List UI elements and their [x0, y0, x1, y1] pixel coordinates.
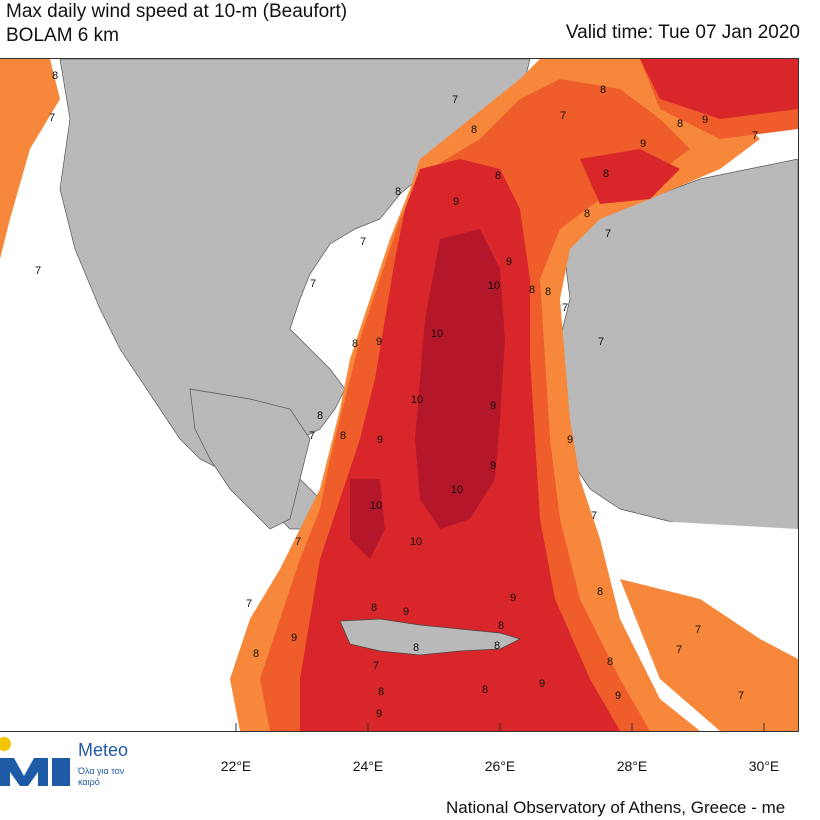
contour-label: 7	[310, 278, 316, 290]
contour-label: 7	[560, 110, 566, 122]
footer-credit: National Observatory of Athens, Greece -…	[446, 798, 786, 817]
contour-label: 8	[352, 338, 358, 350]
wind-zone-10	[415, 229, 505, 529]
contour-label: 7	[452, 94, 458, 106]
contour-label: 8	[607, 656, 613, 668]
contour-label: 9	[640, 138, 646, 150]
wind-zone-9-ne	[580, 149, 680, 204]
contour-label: 9	[453, 196, 459, 208]
contour-label: 7	[591, 510, 597, 522]
contour-label: 10	[411, 394, 423, 406]
contour-label: 9	[403, 606, 409, 618]
contour-label: 8	[413, 642, 419, 654]
contour-label: 10	[488, 280, 500, 292]
contour-label: 8	[600, 84, 606, 96]
title-line-2: BOLAM 6 km	[6, 25, 119, 46]
contour-label: 10	[431, 328, 443, 340]
contour-label: 8	[603, 168, 609, 180]
lon-label-26: 26°E	[484, 758, 516, 774]
contour-label: 7	[676, 644, 682, 656]
contour-label: 8	[529, 284, 535, 296]
wind-zone-10-sw	[350, 479, 385, 559]
wind-zone-9-top	[640, 59, 798, 119]
contour-label: 8	[371, 602, 377, 614]
valid-time: Valid time: Tue 07 Jan 2020	[565, 22, 800, 43]
contour-label: 9	[615, 690, 621, 702]
contour-label: 9	[376, 708, 382, 720]
anatolia-land	[554, 158, 798, 560]
contour-label: 9	[376, 336, 382, 348]
contour-label: 7	[246, 598, 252, 610]
contour-label: 7	[49, 112, 55, 124]
contour-label: 9	[510, 592, 516, 604]
contour-label: 8	[495, 170, 501, 182]
contour-label: 8	[253, 648, 259, 660]
lon-label-24: 24°E	[352, 758, 384, 774]
contour-label: 7	[373, 660, 379, 672]
lon-label-28: 28°E	[616, 758, 648, 774]
contour-label: 7	[35, 265, 41, 277]
wind-map: 8 7 7 7 8 8 9 7 8 7 9 8 8 8 9 7 8 7 9 10 8 8 7 7 7 10 9 8 10 9 8 8 9 7 9 9 1…	[0, 58, 799, 732]
contour-label: 10	[370, 500, 382, 512]
contour-label: 8	[52, 70, 58, 82]
contour-label: 10	[410, 536, 422, 548]
contour-label: 8	[597, 586, 603, 598]
contour-label: 7	[309, 430, 315, 442]
contour-label: 8	[471, 124, 477, 136]
contour-label: 7	[598, 336, 604, 348]
contour-label: 9	[539, 678, 545, 690]
contour-label: 8	[482, 684, 488, 696]
contour-label: 8	[498, 620, 504, 632]
wind-zone-7-east	[620, 579, 798, 731]
lon-label-22: 22°E	[220, 758, 252, 774]
contour-label: 9	[702, 114, 708, 126]
crete-island	[339, 618, 521, 656]
map-title: Max daily wind speed at 10-m (Beaufort) …	[6, 0, 347, 48]
contour-label: 8	[378, 686, 384, 698]
contour-label: 8	[677, 118, 683, 130]
contour-label: 9	[490, 460, 496, 472]
contour-label: 7	[562, 302, 568, 314]
meteo-logo-icon	[0, 737, 70, 786]
contour-label: 7	[738, 690, 744, 702]
contour-label: 7	[605, 228, 611, 240]
peloponnese-land	[189, 388, 311, 530]
contour-label: 8	[395, 186, 401, 198]
contour-label: 8	[584, 208, 590, 220]
contour-label: 10	[451, 484, 463, 496]
contour-label: 9	[377, 434, 383, 446]
contour-label: 7	[295, 536, 301, 548]
contour-label: 8	[494, 640, 500, 652]
contour-label: 8	[545, 286, 551, 298]
contour-label: 7	[360, 236, 366, 248]
logo-name: Meteo	[78, 740, 129, 760]
contour-label: 7	[752, 130, 758, 142]
wind-zone-7-west	[0, 59, 60, 259]
contour-label: 7	[695, 624, 701, 636]
lon-label-30: 30°E	[748, 758, 780, 774]
contour-label: 9	[506, 256, 512, 268]
contour-label: 9	[291, 632, 297, 644]
contour-label: 9	[567, 434, 573, 446]
contour-label: 8	[317, 410, 323, 422]
contour-label: 9	[490, 400, 496, 412]
contour-label: 8	[340, 430, 346, 442]
title-line-1: Max daily wind speed at 10-m (Beaufort)	[6, 1, 348, 22]
logo-tagline: Όλα για τον καιρό	[78, 766, 125, 787]
lon-ticks	[235, 723, 765, 731]
